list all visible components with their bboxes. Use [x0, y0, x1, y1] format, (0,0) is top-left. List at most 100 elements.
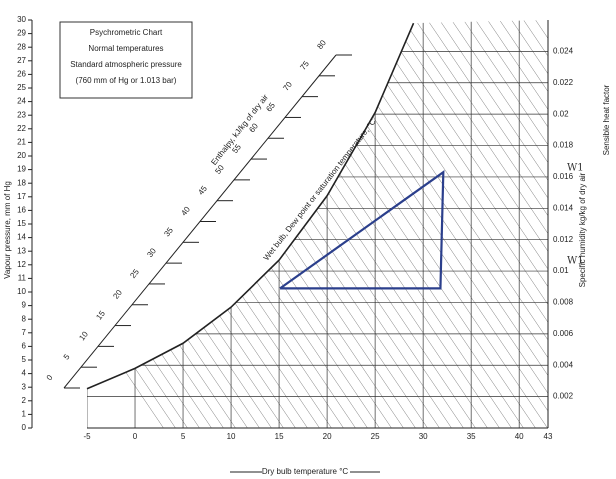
y-tick-label: 16 [17, 206, 26, 215]
enthalpy-tick-label: 5 [62, 352, 72, 361]
wet-bulb-line [218, 20, 548, 428]
y2-tick-label: 0.01 [553, 266, 569, 275]
y2-tick-label: 0.02 [553, 109, 569, 118]
wet-bulb-line [603, 0, 616, 448]
y2-tick-label: 0.014 [553, 203, 574, 212]
wet-bulb-line [362, 20, 548, 428]
chart-subtitle: (760 mm of Hg or 1.013 bar) [76, 76, 177, 85]
wet-bulb-line [338, 20, 548, 428]
enthalpy-tick-label: 70 [281, 80, 294, 93]
y2-axis-label: Specific humidity kg/kg of dry air [578, 172, 587, 287]
y-tick-label: 28 [17, 42, 26, 51]
wet-bulb-line [194, 20, 526, 428]
chart-subtitle: Normal temperatures [88, 44, 163, 53]
y2-tick-label: 0.018 [553, 141, 574, 150]
wet-bulb-line [87, 20, 214, 428]
y-tick-label: 5 [22, 355, 27, 364]
y-tick-label: 14 [17, 233, 26, 242]
chart-title: Psychrometric Chart [90, 28, 163, 37]
wet-bulb-line [230, 20, 548, 428]
enthalpy-tick-label: 30 [145, 246, 158, 259]
wet-bulb-line [87, 20, 238, 428]
y-tick-label: 19 [17, 165, 26, 174]
wet-bulb-line [591, 0, 616, 448]
y-tick-label: 13 [17, 246, 26, 255]
enthalpy-tick-label: 75 [298, 59, 311, 72]
y-tick-label: 8 [22, 314, 27, 323]
y-axis-label: Vapour pressure, mm of Hg [3, 181, 12, 279]
y2-tick-label: 0.024 [553, 46, 574, 55]
title-box [59, 21, 193, 99]
y2-tick-label: 0.022 [553, 78, 574, 87]
y-tick-label: 11 [18, 274, 27, 283]
y-tick-label: 18 [17, 178, 26, 187]
x-tick-label: 5 [181, 432, 186, 441]
y-tick-label: 26 [17, 70, 26, 79]
y2-tick-label: 0.016 [553, 172, 574, 181]
y2-tick-label: 0.006 [553, 329, 574, 338]
y-tick-label: 25 [17, 83, 26, 92]
shf-label: Sensible heat factor [602, 84, 611, 155]
x-tick-label: 10 [227, 432, 236, 441]
wet-bulb-line [410, 20, 548, 428]
annotation: W1 [567, 163, 584, 174]
saturation-curve [86, 22, 415, 390]
enthalpy-tick-label: 35 [162, 225, 175, 238]
x-tick-label: 43 [544, 432, 553, 441]
wet-bulb-line [422, 20, 548, 428]
y-tick-label: 12 [17, 260, 26, 269]
enthalpy-tick-label: 25 [128, 267, 141, 280]
enthalpy-tick-label: 20 [111, 288, 124, 301]
wet-bulb-line [567, 0, 616, 448]
wet-bulb-line [398, 20, 548, 428]
chart-subtitle: Standard atmospheric pressure [70, 60, 182, 69]
y-tick-label: 2 [22, 396, 27, 405]
x-axis-label: Dry bulb temperature °C [262, 467, 349, 476]
wet-bulb-line [470, 20, 548, 428]
enthalpy-tick-label: 10 [77, 329, 90, 342]
x-tick-label: 40 [515, 432, 524, 441]
process-line [279, 170, 445, 290]
wet-bulb-line [158, 20, 490, 428]
wet-bulb-line [87, 20, 250, 428]
y2-tick-label: 0.012 [553, 235, 574, 244]
wet-bulb-line [386, 20, 548, 428]
y-tick-label: 29 [17, 29, 26, 38]
y-tick-label: 7 [22, 328, 27, 337]
x-tick-label: 0 [133, 432, 138, 441]
wet-bulb-line [87, 20, 226, 428]
y-tick-label: 9 [22, 301, 27, 310]
x-tick-label: 35 [467, 432, 476, 441]
y-tick-label: 3 [22, 382, 27, 391]
wet-bulb-line [494, 20, 548, 428]
enthalpy-tick-label: 80 [315, 38, 328, 51]
x-tick-label: 20 [323, 432, 332, 441]
annotation: W1 [567, 256, 584, 267]
y-tick-label: 30 [17, 15, 26, 24]
wet-bulb-line [182, 20, 514, 428]
wet-bulb-line [374, 20, 548, 428]
y-tick-label: 20 [17, 151, 26, 160]
y-tick-label: 17 [17, 192, 26, 201]
wet-bulb-line [458, 20, 548, 428]
wet-bulb-line [146, 20, 478, 428]
y2-tick-label: 0.008 [553, 298, 574, 307]
y2-tick-label: 0.004 [553, 360, 574, 369]
enthalpy-tick-label: 40 [179, 205, 192, 218]
enthalpy-tick-label: 0 [45, 373, 55, 382]
y-tick-label: 24 [17, 97, 26, 106]
y-tick-label: 23 [17, 110, 26, 119]
y-tick-label: 6 [22, 342, 27, 351]
wet-bulb-line [290, 20, 548, 428]
wet-bulb-line [482, 20, 548, 428]
x-tick-label: 25 [371, 432, 380, 441]
enthalpy-tick-label: 45 [196, 184, 209, 197]
y-tick-label: 10 [17, 287, 26, 296]
enthalpy-label: Enthalpy, kJ/kg of dry air [209, 92, 270, 166]
x-tick-label: 15 [275, 432, 284, 441]
x-tick-label: 30 [419, 432, 428, 441]
wet-bulb-line [87, 20, 202, 428]
y-tick-label: 15 [17, 219, 26, 228]
wet-bulb-line [170, 20, 502, 428]
